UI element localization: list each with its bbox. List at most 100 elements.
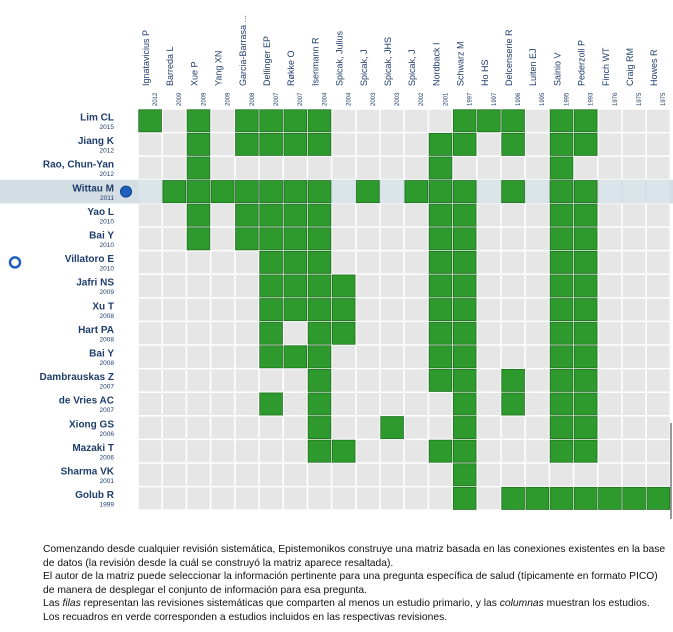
matrix-cell-empty (162, 227, 186, 250)
matrix-cell-empty (622, 204, 646, 227)
matrix-cell-empty (429, 109, 452, 132)
matrix-cell-included (259, 109, 283, 133)
caption-line-5-a: Las (43, 598, 63, 610)
matrix-cell-empty (162, 251, 186, 274)
matrix-cell-empty (356, 109, 380, 132)
matrix-cell-empty (187, 251, 210, 274)
matrix-cell-empty (356, 204, 380, 227)
matrix-cell-empty (380, 463, 404, 486)
matrix-cell-included (549, 250, 574, 274)
matrix-cell-empty (380, 392, 404, 416)
matrix-cell-empty (380, 156, 404, 180)
matrix-cell-empty (646, 322, 670, 345)
matrix-cell-empty (598, 109, 622, 132)
matrix-cell-included (259, 274, 283, 298)
matrix-cell-empty (622, 274, 646, 298)
column-label-year: 1997 (468, 92, 474, 106)
matrix-cell-empty (162, 156, 186, 180)
matrix-cell-empty (501, 251, 525, 274)
matrix-cell-empty (622, 109, 646, 132)
matrix-cell-empty (356, 392, 380, 416)
matrix-cell-empty (501, 463, 525, 486)
matrix-cell-included (210, 180, 235, 204)
column-label-year: 2009 (201, 92, 207, 106)
matrix-cell-empty (138, 274, 162, 298)
matrix-cell-included (259, 321, 283, 345)
matrix-cell-empty (477, 463, 501, 486)
matrix-cell-empty (138, 322, 162, 345)
matrix-cell-included (259, 203, 283, 227)
matrix-cell-empty (404, 298, 428, 321)
matrix-cell-empty (187, 274, 210, 298)
matrix-cell-empty (380, 227, 404, 250)
matrix-cell-included (428, 132, 453, 156)
row-label-year: 2007 (100, 384, 115, 391)
matrix-cell-included (307, 250, 332, 274)
matrix-cell-empty (477, 322, 501, 345)
matrix-cell-included (283, 250, 308, 274)
matrix-cell-empty (332, 392, 356, 416)
row-label-year: 1999 (100, 502, 115, 509)
matrix-cell-empty (138, 204, 162, 227)
matrix-cell-included (235, 132, 259, 156)
matrix-cell-empty (211, 156, 235, 180)
matrix-cell-empty (187, 392, 210, 416)
matrix-cell-empty (259, 416, 283, 439)
matrix-cell-empty (525, 322, 549, 345)
matrix-cell-empty (646, 133, 670, 156)
matrix-cell-empty (477, 298, 501, 321)
matrix-cell-included (235, 180, 259, 204)
matrix-cell-included (235, 109, 259, 133)
matrix-cell-empty (380, 133, 404, 156)
matrix-cell-included (259, 345, 283, 369)
column-label-name: Barreda L (165, 46, 175, 86)
matrix-cell-included (573, 486, 598, 510)
column-label-year: 2007 (298, 92, 304, 106)
matrix-cell-empty (622, 440, 646, 463)
matrix-cell-included (186, 132, 211, 156)
matrix-cell-included (307, 416, 332, 440)
matrix-cell-included (573, 274, 598, 298)
row-label-year: 2008 (100, 360, 115, 367)
matrix-cell-included (549, 274, 574, 298)
matrix-cell-included (452, 298, 477, 322)
selected-review-dot-icon (120, 185, 132, 198)
matrix-cell-empty (646, 345, 670, 368)
matrix-cell-included (428, 156, 453, 180)
matrix-cell-empty (162, 109, 186, 132)
column-label-year: 1975 (637, 92, 643, 106)
matrix-cell-included (307, 345, 332, 369)
matrix-cell-empty (404, 487, 428, 510)
matrix-cell-empty (308, 487, 331, 510)
matrix-cell-empty (332, 180, 356, 203)
matrix-cell-empty (622, 345, 646, 368)
matrix-cell-empty (404, 440, 428, 463)
matrix-cell-empty (356, 156, 380, 180)
matrix-cell-empty (525, 156, 549, 180)
matrix-cell-included (331, 321, 356, 345)
matrix-cell-empty (162, 463, 186, 486)
matrix-cell-empty (646, 109, 670, 132)
matrix-cell-empty (211, 463, 235, 486)
matrix-cell-empty (598, 274, 622, 298)
row-label-name: Mazaki T (72, 443, 114, 454)
matrix-cell-empty (356, 345, 380, 368)
matrix-cell-included (452, 132, 477, 156)
matrix-cell-empty (429, 463, 452, 486)
matrix-cell-empty (380, 204, 404, 227)
column-label-name: Luiten EJ (528, 48, 538, 86)
matrix-cell-empty (162, 298, 186, 321)
column-label-year: 1976 (613, 92, 619, 106)
matrix-cell-empty (525, 204, 549, 227)
matrix-cell-empty (259, 369, 283, 392)
column-label-year: 1996 (516, 92, 522, 106)
matrix-cell-included (186, 180, 211, 204)
matrix-cell-included (549, 392, 574, 416)
column-label-year: 1997 (492, 92, 498, 106)
matrix-cell-empty (235, 369, 259, 392)
matrix-cell-empty (235, 156, 259, 180)
matrix-cell-empty (646, 227, 670, 250)
matrix-cell-included (428, 203, 453, 227)
matrix-cell-included (549, 132, 574, 156)
column-label-name: Xue P (189, 61, 199, 86)
